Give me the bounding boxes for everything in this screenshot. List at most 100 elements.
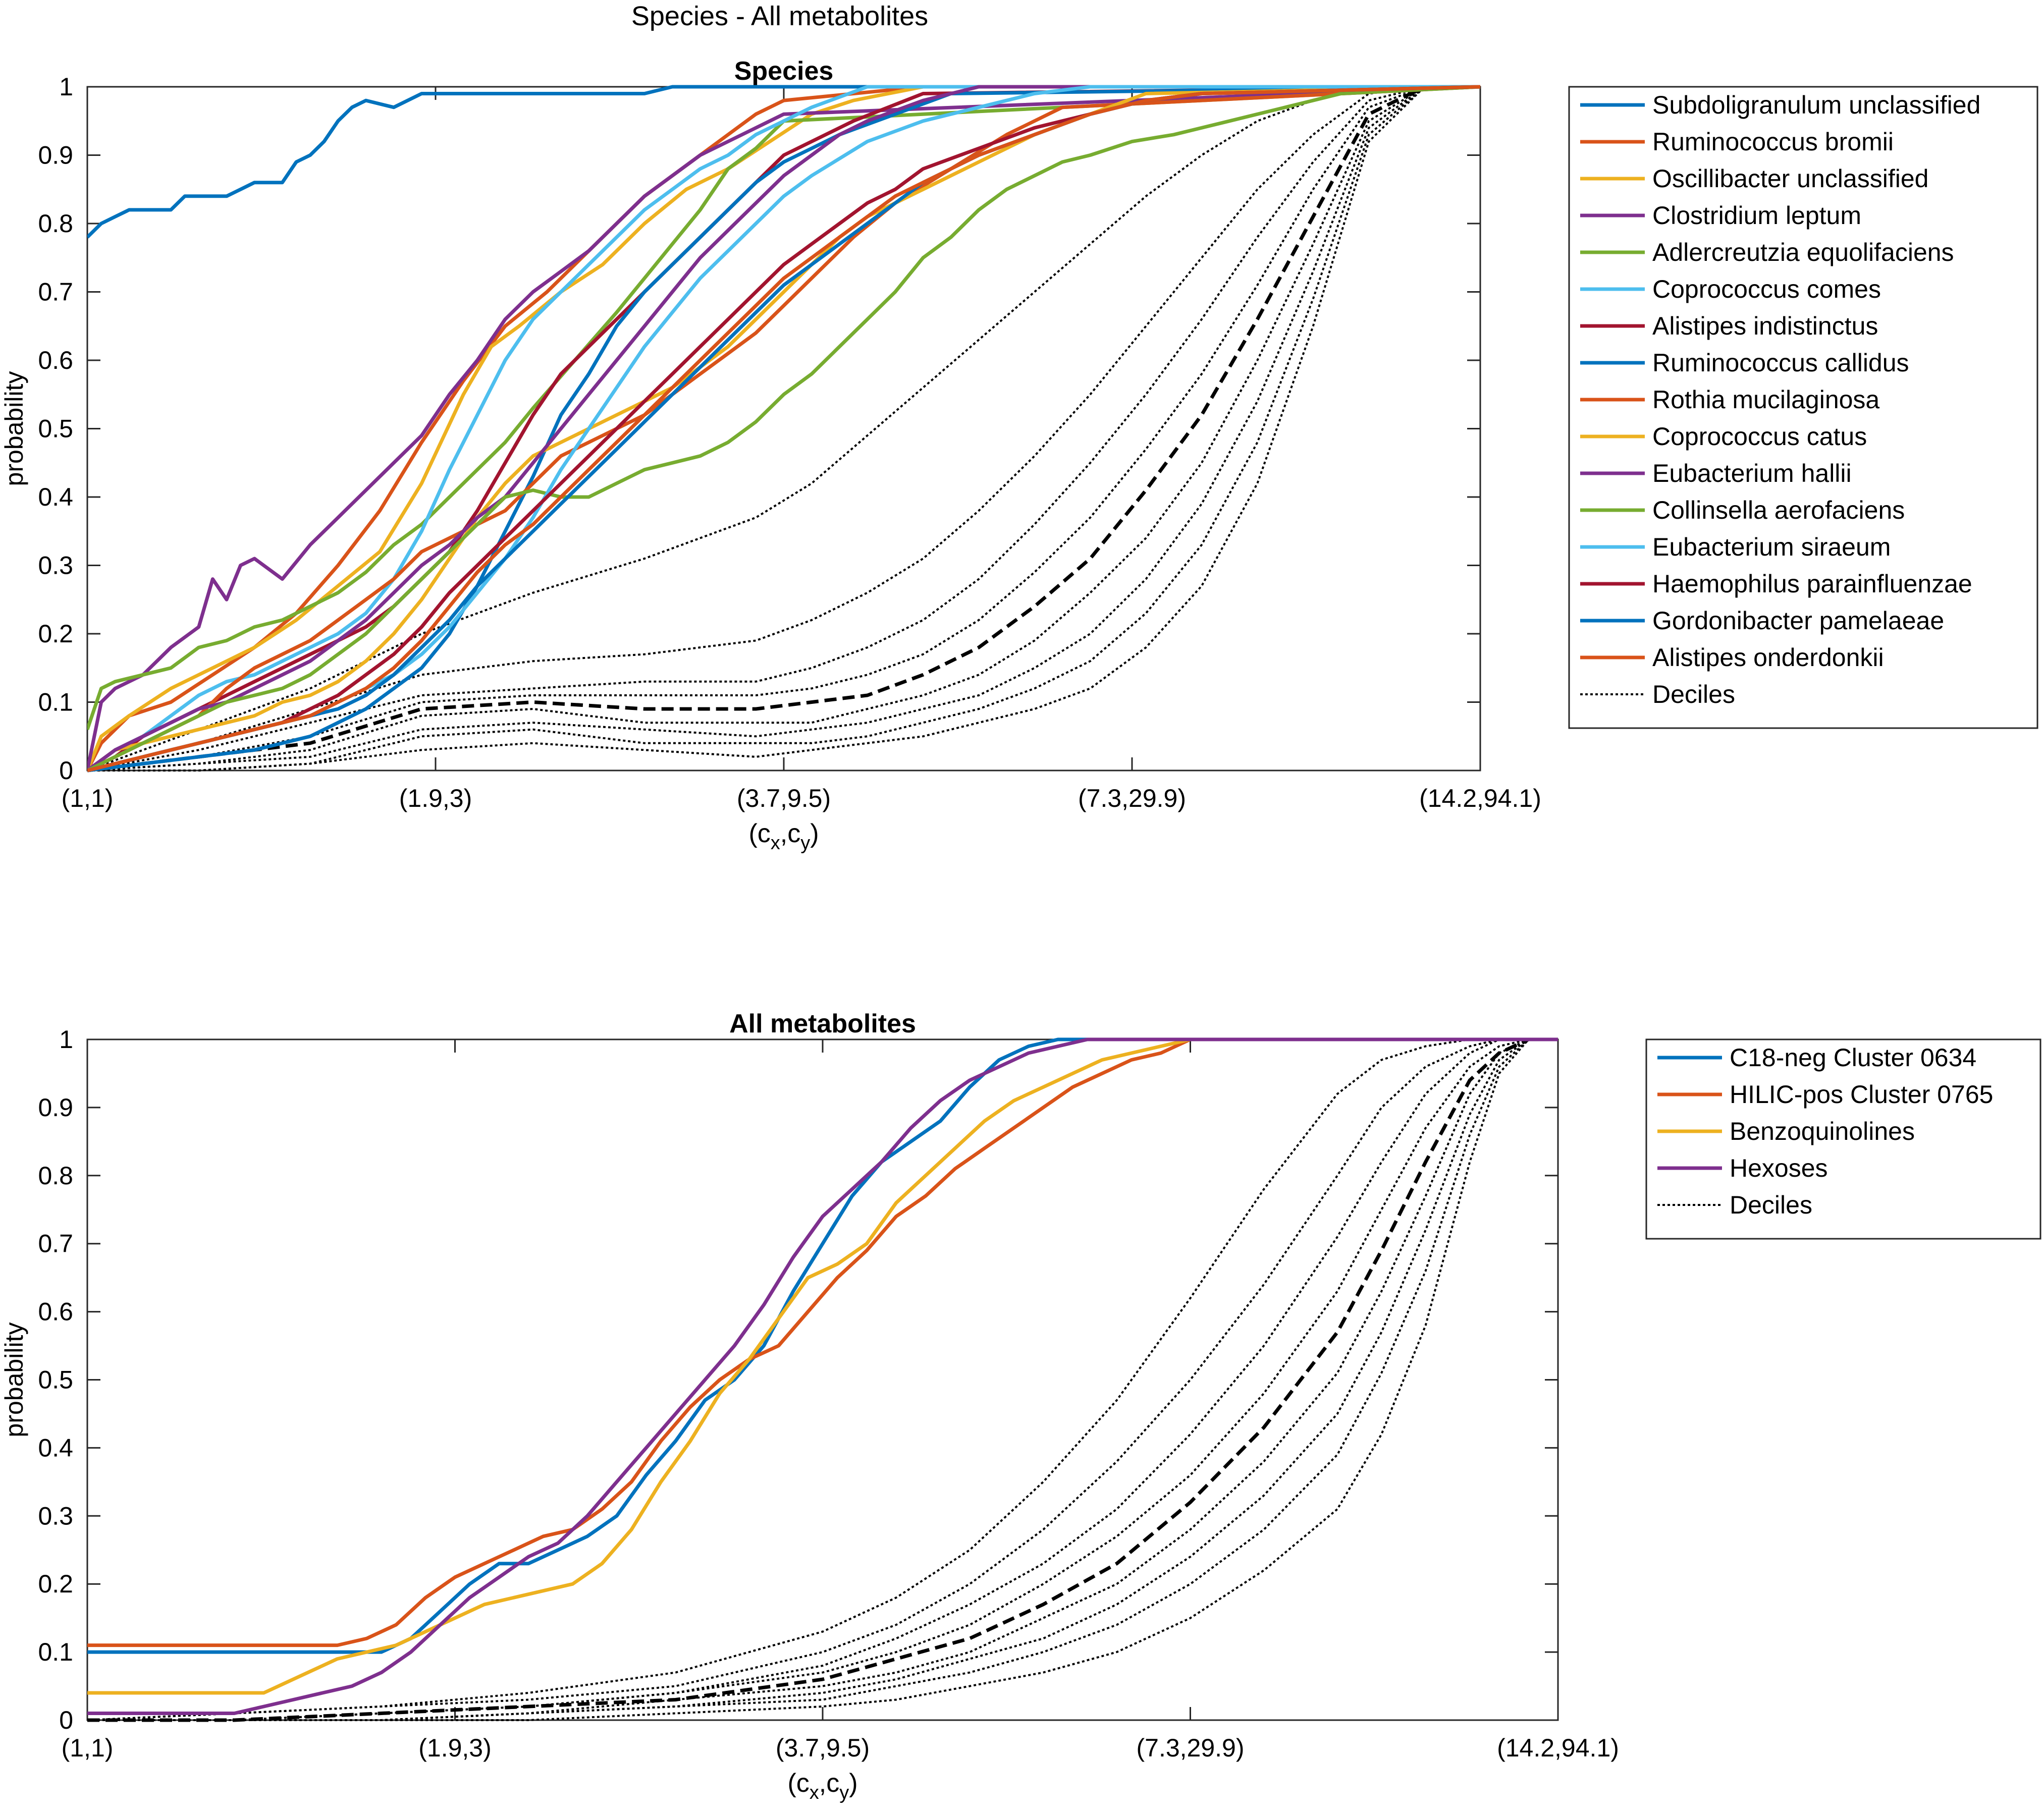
legend-label: Eubacterium hallii bbox=[1652, 459, 1852, 487]
legend-label: Collinsella aerofaciens bbox=[1652, 496, 1905, 524]
legend-label: Adlercreutzia equolifaciens bbox=[1652, 238, 1954, 266]
series-line bbox=[87, 85, 1480, 239]
series-line bbox=[87, 85, 1480, 772]
x-tick-label: (3.7,9.5) bbox=[737, 784, 831, 812]
decile-line bbox=[87, 86, 1480, 772]
decile-line bbox=[87, 1038, 1558, 1721]
y-tick-label: 0.9 bbox=[38, 141, 73, 170]
x-tick-label: (1.9,3) bbox=[399, 784, 472, 812]
series-line bbox=[87, 85, 1480, 772]
y-axis-label: probability bbox=[0, 371, 28, 486]
y-tick-label: 0.9 bbox=[38, 1093, 73, 1122]
decile-line bbox=[87, 86, 1480, 772]
decile-median-line bbox=[87, 85, 1480, 773]
y-tick-label: 0.4 bbox=[38, 483, 73, 511]
series-line bbox=[87, 85, 1480, 772]
legend-label: Coprococcus comes bbox=[1652, 275, 1881, 303]
legend-label: Ruminococcus callidus bbox=[1652, 349, 1909, 377]
legend-label: Haemophilus parainfluenzae bbox=[1652, 570, 1972, 598]
legend: C18-neg Cluster 0634 HILIC-pos Cluster 07… bbox=[1645, 1038, 2041, 1240]
legend: Subdoligranulum unclassified Ruminococcus… bbox=[1568, 86, 2038, 729]
y-tick-label: 0.6 bbox=[38, 346, 73, 374]
series-line bbox=[87, 85, 1480, 772]
y-tick-label: 0 bbox=[59, 756, 73, 785]
y-tick-label: 0.2 bbox=[38, 1570, 73, 1598]
legend-label: Gordonibacter pamelaeae bbox=[1652, 607, 1944, 635]
plot-lines bbox=[87, 1037, 1558, 1722]
x-tick-label: (7.3,29.9) bbox=[1078, 784, 1186, 812]
decile-line bbox=[87, 1038, 1558, 1721]
axes-box bbox=[86, 1038, 1559, 1721]
y-tick-label: 0.2 bbox=[38, 620, 73, 648]
decile-line bbox=[87, 1038, 1558, 1721]
x-axis-label: (cx,cy) bbox=[787, 1769, 857, 1803]
x-tick-label: (1,1) bbox=[62, 1734, 114, 1762]
legend-label: Alistipes onderdonkii bbox=[1652, 643, 1884, 672]
chart-title: All metabolites bbox=[729, 1009, 916, 1038]
decile-line bbox=[87, 86, 1480, 772]
x-tick-label: (7.3,29.9) bbox=[1136, 1734, 1244, 1762]
legend-label: Hexoses bbox=[1730, 1154, 1828, 1182]
decile-line bbox=[87, 1038, 1558, 1721]
legend-label: Alistipes indistinctus bbox=[1652, 312, 1878, 340]
y-tick-label: 0 bbox=[59, 1706, 73, 1734]
series-line bbox=[87, 85, 1480, 773]
x-tick-label: (3.7,9.5) bbox=[776, 1734, 870, 1762]
decile-line bbox=[87, 1038, 1558, 1721]
decile-median-line bbox=[87, 1037, 1558, 1722]
y-tick-label: 0.4 bbox=[38, 1434, 73, 1462]
y-tick-label: 0.1 bbox=[38, 688, 73, 717]
x-tick-label: (14.2,94.1) bbox=[1419, 784, 1541, 812]
legend-label: Benzoquinolines bbox=[1730, 1117, 1915, 1145]
x-tick-label: (1,1) bbox=[62, 784, 114, 812]
chart-panel-1: Species 0 0.1 0.2 0.3 0.4 0.5 0.6 0.7 0.8 0.9 1 (1,1… bbox=[0, 57, 2038, 854]
decile-line bbox=[87, 86, 1480, 772]
decile-line bbox=[87, 1038, 1558, 1721]
y-tick-label: 0.3 bbox=[38, 1502, 73, 1530]
legend-label: Rothia mucilaginosa bbox=[1652, 386, 1879, 414]
series-line bbox=[87, 85, 1480, 772]
series-line bbox=[87, 1037, 1558, 1647]
legend-label: Ruminococcus bromii bbox=[1652, 128, 1894, 156]
series-line bbox=[87, 85, 1480, 773]
series-line bbox=[87, 1037, 1558, 1695]
y-tick-label: 0.8 bbox=[38, 1162, 73, 1190]
x-axis-label: (cx,cy) bbox=[748, 819, 819, 854]
y-tick-label: 0.5 bbox=[38, 1366, 73, 1394]
y-tick-label: 0.7 bbox=[38, 1230, 73, 1258]
legend-label: HILIC-pos Cluster 0765 bbox=[1730, 1080, 1993, 1109]
series-line bbox=[87, 85, 1480, 773]
decile-line bbox=[87, 86, 1480, 772]
decile-line bbox=[87, 86, 1480, 772]
y-tick-label: 0.5 bbox=[38, 415, 73, 443]
y-tick-label: 0.3 bbox=[38, 552, 73, 580]
plot-lines bbox=[87, 85, 1480, 773]
y-tick-label: 1 bbox=[59, 73, 73, 101]
y-tick-label: 1 bbox=[59, 1025, 73, 1054]
y-axis-label: probability bbox=[0, 1323, 28, 1438]
decile-line bbox=[87, 86, 1480, 772]
series-line bbox=[87, 85, 1480, 773]
legend-box bbox=[1645, 1038, 2041, 1240]
decile-line bbox=[87, 1038, 1558, 1721]
chart-panel-2: All metabolites 0 0.1 0.2 0.3 0.4 0.5 0.6 0.7 0.8… bbox=[0, 1009, 2041, 1803]
series-line bbox=[87, 85, 1480, 771]
legend-label: Subdoligranulum unclassified bbox=[1652, 91, 1980, 119]
legend-label: Clostridium leptum bbox=[1652, 201, 1861, 230]
y-tick-label: 0.8 bbox=[38, 209, 73, 238]
chart-title: Species bbox=[734, 57, 834, 86]
y-tick-label: 0.1 bbox=[38, 1638, 73, 1666]
legend-label: Deciles bbox=[1730, 1191, 1812, 1219]
decile-line bbox=[87, 1038, 1558, 1721]
x-tick-label: (14.2,94.1) bbox=[1497, 1734, 1619, 1762]
legend-box bbox=[1568, 86, 2038, 729]
y-tick-label: 0.7 bbox=[38, 278, 73, 306]
series-line bbox=[87, 1037, 1558, 1654]
series-line bbox=[87, 85, 1480, 730]
y-tick-label: 0.6 bbox=[38, 1298, 73, 1326]
series-line bbox=[87, 1037, 1558, 1715]
legend-label: Oscillibacter unclassified bbox=[1652, 164, 1928, 193]
x-tick-label: (1.9,3) bbox=[418, 1734, 492, 1762]
legend-label: C18-neg Cluster 0634 bbox=[1730, 1043, 1976, 1072]
